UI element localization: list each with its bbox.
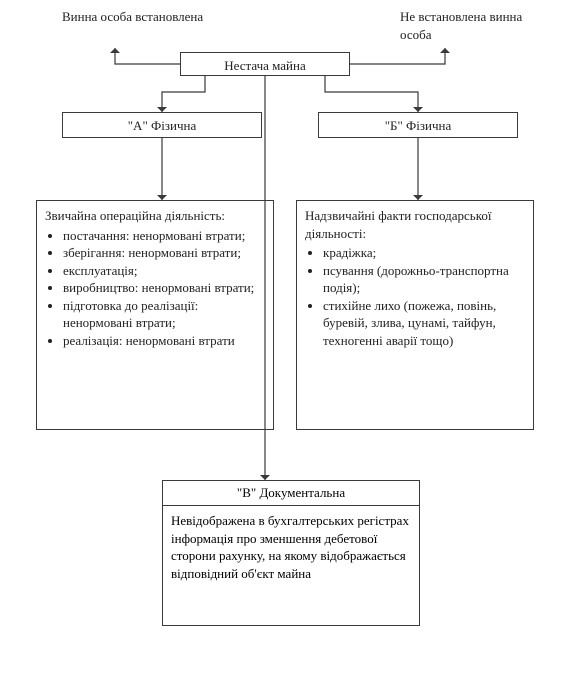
list-item: зберігання: ненормовані втрати; [63, 244, 265, 262]
list-item: крадіжка; [323, 244, 525, 262]
box-b-label: "Б" Фізична [385, 118, 452, 133]
box-a-label: "А" Фізична [128, 118, 197, 133]
label-right: Не встановлена винна особа [400, 8, 540, 43]
doc-title: "В" Документальна [162, 480, 420, 506]
detail-b-list: крадіжка;псування (дорожньо-транспортна … [305, 244, 525, 349]
list-item: псування (дорожньо-транспортна подія); [323, 262, 525, 297]
root-box: Нестача майна [180, 52, 350, 76]
list-item: виробництво: ненормовані втрати; [63, 279, 265, 297]
detail-a-list: постачання: ненормовані втрати;зберіганн… [45, 227, 265, 350]
detail-b-head: Надзвичайні факти господарської діяльнос… [305, 207, 525, 242]
root-label: Нестача майна [224, 58, 306, 73]
detail-a: Звичайна операційна діяльність: постачан… [36, 200, 274, 430]
detail-b: Надзвичайні факти господарської діяльнос… [296, 200, 534, 430]
box-a-title: "А" Фізична [62, 112, 262, 138]
doc-text: Невідображена в бухгалтерських регістрах… [171, 513, 409, 581]
doc-body: Невідображена в бухгалтерських регістрах… [162, 506, 420, 626]
doc-title-label: "В" Документальна [237, 485, 345, 500]
list-item: реалізація: ненормовані втрати [63, 332, 265, 350]
doc-box: "В" Документальна Невідображена в бухгал… [162, 480, 420, 626]
label-left: Винна особа встановлена [62, 8, 222, 26]
list-item: стихійне лихо (пожежа, повінь, буревій, … [323, 297, 525, 350]
list-item: експлуатація; [63, 262, 265, 280]
list-item: підготовка до реалізації: ненормовані вт… [63, 297, 265, 332]
detail-a-head: Звичайна операційна діяльність: [45, 207, 265, 225]
box-b-title: "Б" Фізична [318, 112, 518, 138]
list-item: постачання: ненормовані втрати; [63, 227, 265, 245]
